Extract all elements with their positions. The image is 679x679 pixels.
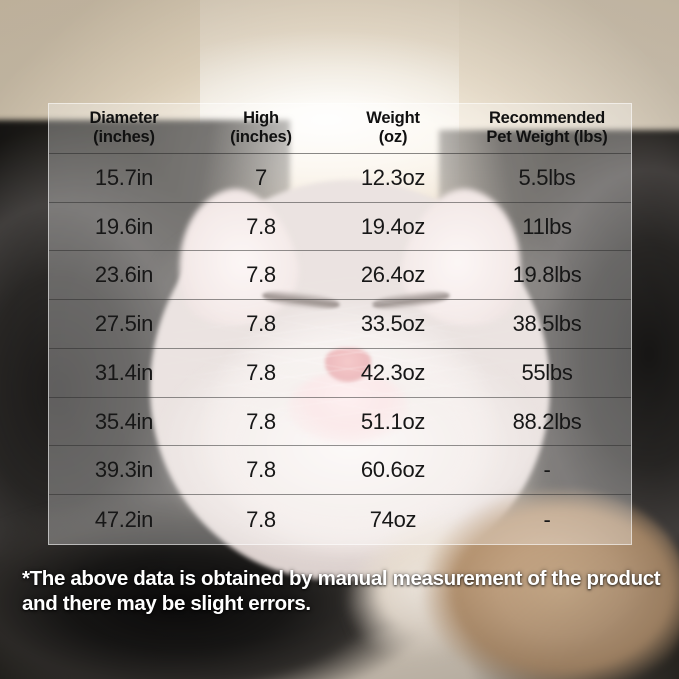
cell-pet-weight: 55lbs	[521, 359, 573, 385]
table-row: 31.4in 7.8 42.3oz 55lbs	[49, 349, 631, 398]
cell-diameter: 19.6in	[94, 213, 154, 239]
cell-weight: 33.5oz	[360, 311, 426, 337]
cell-weight: 12.3oz	[360, 164, 426, 190]
cell-diameter: 35.4in	[94, 408, 154, 434]
column-header-weight-line2: (oz)	[378, 128, 408, 147]
table-row: 47.2in 7.8 74oz -	[49, 495, 631, 544]
cell-weight: 51.1oz	[360, 408, 426, 434]
cell-diameter: 47.2in	[94, 506, 154, 532]
cell-weight: 74oz	[369, 506, 417, 532]
column-header-pet-weight-line1: Recommended	[488, 109, 606, 128]
cell-high: 7.8	[246, 457, 276, 483]
cell-diameter: 31.4in	[94, 359, 154, 385]
cell-high: 7.8	[246, 359, 276, 385]
cell-diameter: 27.5in	[94, 311, 154, 337]
measurement-disclaimer: *The above data is obtained by manual me…	[22, 567, 661, 615]
table-row: 35.4in 7.8 51.1oz 88.2lbs	[49, 398, 631, 447]
cell-weight: 26.4oz	[360, 262, 426, 288]
table-row: 15.7in 7 12.3oz 5.5lbs	[49, 154, 631, 203]
cell-weight: 42.3oz	[360, 359, 426, 385]
table-header-row: Diameter (inches) High (inches) Weight (…	[49, 104, 631, 154]
column-header-high-line1: High	[243, 109, 279, 128]
cat-whiskers	[95, 250, 595, 470]
column-header-high-line2: (inches)	[230, 128, 292, 147]
cell-pet-weight: -	[543, 457, 551, 483]
table-row: 19.6in 7.8 19.4oz 11lbs	[49, 203, 631, 252]
column-header-diameter-line2: (inches)	[93, 128, 155, 147]
cell-high: 7.8	[246, 408, 276, 434]
cell-pet-weight: 5.5lbs	[518, 164, 576, 190]
column-header-diameter: Diameter (inches)	[49, 109, 199, 147]
cell-diameter: 39.3in	[94, 457, 154, 483]
column-header-weight: Weight (oz)	[323, 109, 463, 147]
column-header-weight-line1: Weight	[366, 109, 420, 128]
cell-weight: 60.6oz	[360, 457, 426, 483]
column-header-pet-weight-line2: Pet Weight (lbs)	[486, 128, 608, 147]
table-row: 23.6in 7.8 26.4oz 19.8lbs	[49, 251, 631, 301]
column-header-pet-weight: Recommended Pet Weight (lbs)	[463, 109, 631, 147]
column-header-diameter-line1: Diameter	[89, 109, 159, 128]
cat-muzzle	[288, 372, 408, 444]
cell-pet-weight: 88.2lbs	[512, 408, 582, 434]
cell-pet-weight: 19.8lbs	[512, 262, 582, 288]
size-spec-table: Diameter (inches) High (inches) Weight (…	[48, 103, 632, 545]
cell-pet-weight: -	[543, 506, 551, 532]
cell-pet-weight: 11lbs	[522, 213, 572, 239]
cell-diameter: 15.7in	[94, 164, 154, 190]
table-row: 39.3in 7.8 60.6oz -	[49, 446, 631, 496]
cell-weight: 19.4oz	[360, 213, 426, 239]
cat-nose	[325, 348, 371, 382]
column-header-high: High (inches)	[199, 109, 323, 147]
table-row: 27.5in 7.8 33.5oz 38.5lbs	[49, 300, 631, 349]
cell-high: 7	[255, 164, 267, 190]
cell-high: 7.8	[246, 506, 276, 532]
cell-high: 7.8	[246, 262, 276, 288]
cell-high: 7.8	[246, 311, 276, 337]
cell-diameter: 23.6in	[94, 262, 154, 288]
cell-pet-weight: 38.5lbs	[512, 311, 582, 337]
cell-high: 7.8	[246, 213, 276, 239]
